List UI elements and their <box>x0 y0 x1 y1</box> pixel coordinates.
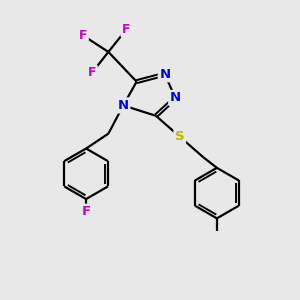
Text: F: F <box>88 66 96 79</box>
Text: F: F <box>79 29 87 42</box>
Text: S: S <box>175 130 184 143</box>
Text: F: F <box>82 205 91 218</box>
Text: F: F <box>122 23 130 36</box>
Text: N: N <box>159 68 170 81</box>
Text: N: N <box>170 92 181 104</box>
Text: N: N <box>118 99 129 112</box>
